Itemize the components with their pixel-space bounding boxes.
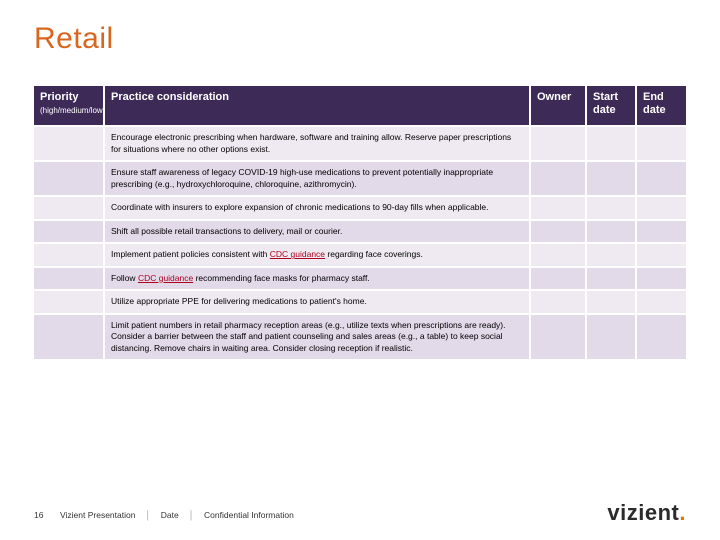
- cell-priority: [34, 196, 104, 219]
- table-header-row: Priority (high/medium/low) Practice cons…: [34, 86, 686, 126]
- col-priority: Priority (high/medium/low): [34, 86, 104, 126]
- table-row: Follow CDC guidance recommending face ma…: [34, 267, 686, 290]
- cell-end-date: [636, 314, 686, 359]
- footer-date: Date: [161, 510, 179, 520]
- cell-owner: [530, 126, 586, 161]
- col-priority-label: Priority: [40, 91, 79, 103]
- cell-owner: [530, 290, 586, 313]
- table-body: Encourage electronic prescribing when ha…: [34, 126, 686, 359]
- table-row: Limit patient numbers in retail pharmacy…: [34, 314, 686, 359]
- cell-owner: [530, 243, 586, 266]
- cell-practice: Limit patient numbers in retail pharmacy…: [104, 314, 530, 359]
- cell-practice: Ensure staff awareness of legacy COVID-1…: [104, 161, 530, 196]
- cell-start-date: [586, 126, 636, 161]
- brand-dot: .: [679, 500, 686, 525]
- cell-start-date: [586, 290, 636, 313]
- col-start-date: Start date: [586, 86, 636, 126]
- footer-divider: │: [189, 510, 194, 520]
- cell-practice: Encourage electronic prescribing when ha…: [104, 126, 530, 161]
- slide-footer: 16 Vizient Presentation │ Date │ Confide…: [34, 510, 294, 520]
- cell-owner: [530, 161, 586, 196]
- cell-priority: [34, 290, 104, 313]
- table-row: Coordinate with insurers to explore expa…: [34, 196, 686, 219]
- cell-priority: [34, 126, 104, 161]
- brand-name: vizient: [607, 500, 679, 525]
- cell-end-date: [636, 220, 686, 243]
- page-number: 16: [34, 510, 50, 520]
- col-end-date: End date: [636, 86, 686, 126]
- cell-practice: Shift all possible retail transactions t…: [104, 220, 530, 243]
- cell-owner: [530, 220, 586, 243]
- cell-practice: Follow CDC guidance recommending face ma…: [104, 267, 530, 290]
- cell-end-date: [636, 267, 686, 290]
- cell-practice: Utilize appropriate PPE for delivering m…: [104, 290, 530, 313]
- cell-priority: [34, 243, 104, 266]
- table-row: Shift all possible retail transactions t…: [34, 220, 686, 243]
- cell-end-date: [636, 161, 686, 196]
- cell-owner: [530, 267, 586, 290]
- cell-practice: Coordinate with insurers to explore expa…: [104, 196, 530, 219]
- col-priority-sub: (high/medium/low): [40, 106, 97, 116]
- cell-priority: [34, 220, 104, 243]
- table-row: Encourage electronic prescribing when ha…: [34, 126, 686, 161]
- cell-priority: [34, 314, 104, 359]
- cell-practice: Implement patient policies consistent wi…: [104, 243, 530, 266]
- table-row: Implement patient policies consistent wi…: [34, 243, 686, 266]
- table-row: Utilize appropriate PPE for delivering m…: [34, 290, 686, 313]
- footer-presentation: Vizient Presentation: [60, 510, 135, 520]
- cell-start-date: [586, 220, 636, 243]
- cell-end-date: [636, 196, 686, 219]
- cell-start-date: [586, 243, 636, 266]
- cell-start-date: [586, 267, 636, 290]
- cell-start-date: [586, 314, 636, 359]
- table-row: Ensure staff awareness of legacy COVID-1…: [34, 161, 686, 196]
- cell-owner: [530, 314, 586, 359]
- practice-table-container: Priority (high/medium/low) Practice cons…: [34, 86, 686, 359]
- cell-owner: [530, 196, 586, 219]
- cell-end-date: [636, 243, 686, 266]
- cell-end-date: [636, 126, 686, 161]
- cell-start-date: [586, 161, 636, 196]
- practice-table: Priority (high/medium/low) Practice cons…: [34, 86, 686, 359]
- footer-confidential: Confidential Information: [204, 510, 294, 520]
- footer-divider: │: [145, 510, 150, 520]
- col-owner: Owner: [530, 86, 586, 126]
- slide-title: Retail: [34, 22, 686, 56]
- cell-priority: [34, 161, 104, 196]
- col-practice: Practice consideration: [104, 86, 530, 126]
- brand-logo: vizient.: [607, 500, 686, 526]
- cell-start-date: [586, 196, 636, 219]
- cell-end-date: [636, 290, 686, 313]
- cell-priority: [34, 267, 104, 290]
